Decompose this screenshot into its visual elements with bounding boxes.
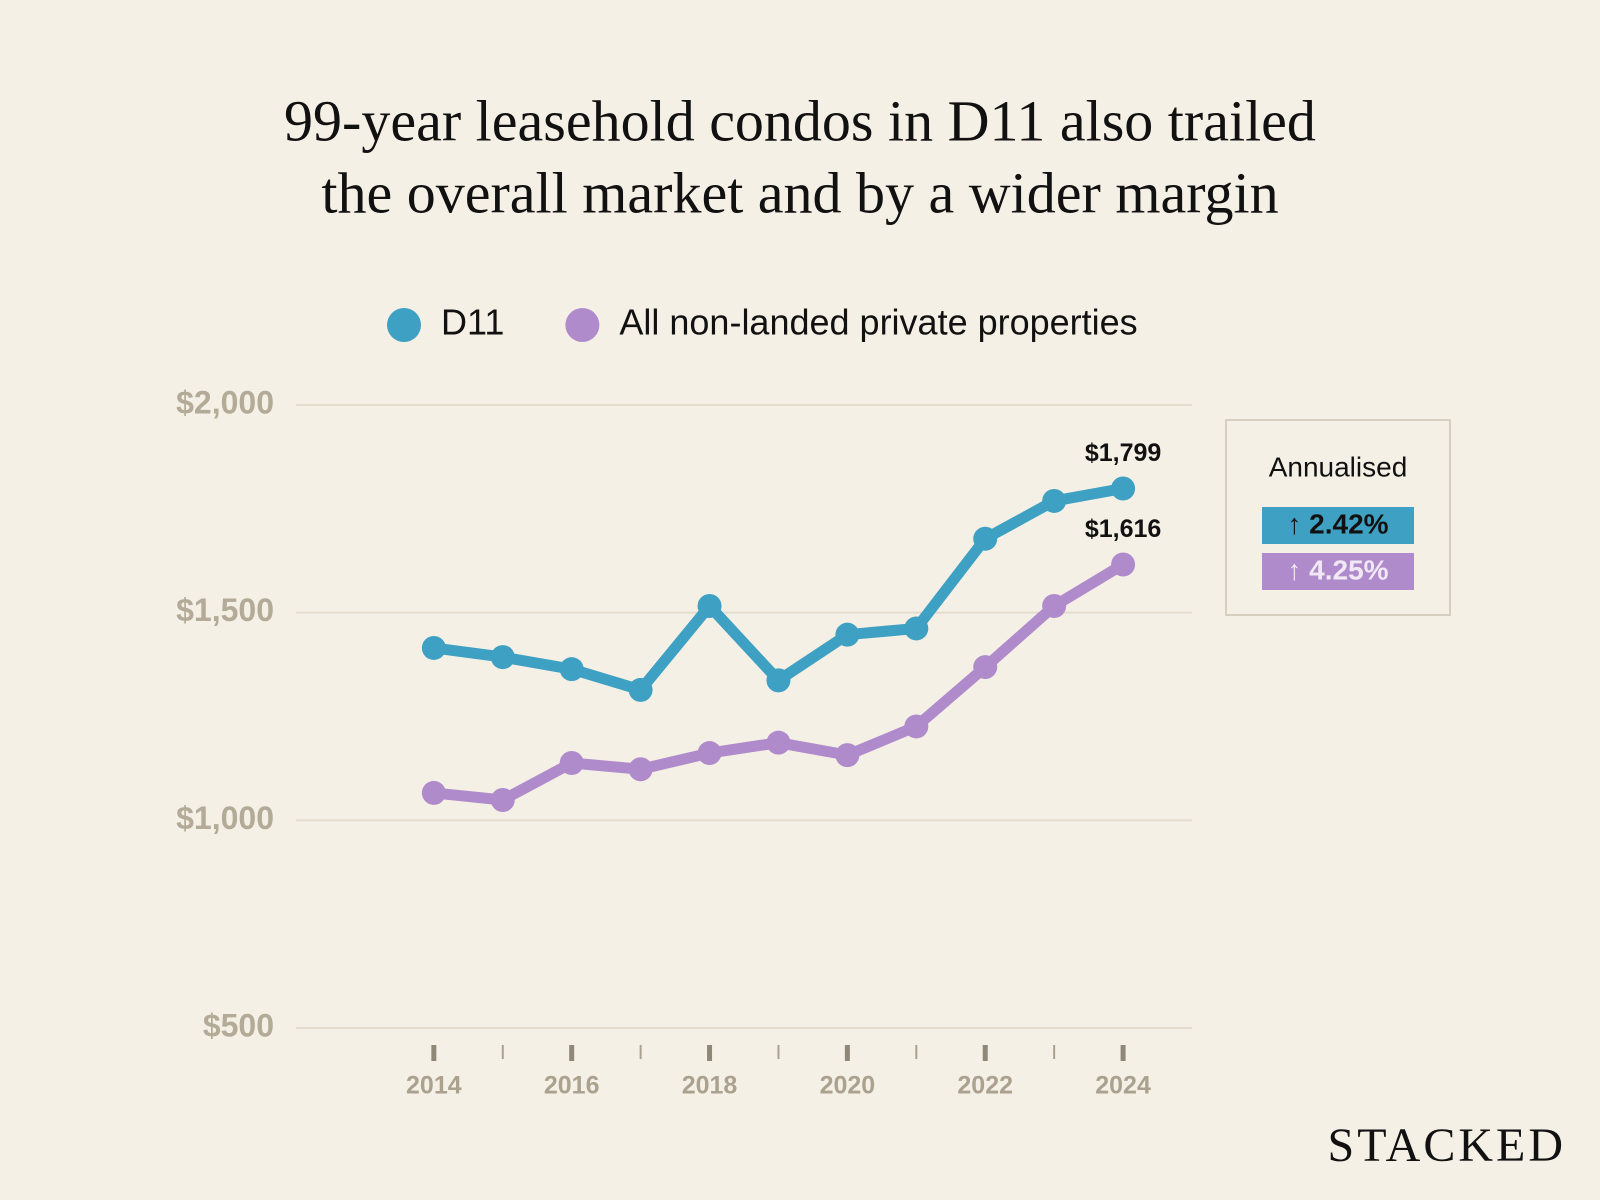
data-point: [421, 635, 446, 660]
data-point: [766, 730, 791, 755]
data-point: [490, 645, 515, 670]
annotation-value: ↑ 2.42%: [1287, 508, 1388, 539]
data-label: $1,799: [1085, 439, 1161, 467]
data-point: [697, 594, 722, 619]
data-point: [490, 787, 515, 812]
legend-label: D11: [441, 302, 504, 343]
legend-label: All non-landed private properties: [619, 302, 1137, 343]
data-point: [835, 622, 860, 647]
chart-title: the overall market and by a wider margin: [321, 160, 1278, 225]
x-tick-label: 2022: [957, 1072, 1013, 1100]
y-tick-label: $1,000: [176, 800, 274, 836]
annotation-heading: Annualised: [1269, 451, 1408, 482]
data-point: [628, 677, 653, 702]
annotation-badge: [1262, 553, 1414, 590]
legend-marker: [387, 308, 421, 342]
data-point: [421, 780, 446, 805]
data-point: [559, 751, 584, 776]
chart-title: 99-year leasehold condos in D11 also tra…: [284, 88, 1316, 153]
data-point: [1042, 594, 1067, 619]
data-point: [697, 741, 722, 766]
data-point: [904, 616, 929, 641]
x-tick-label: 2024: [1095, 1072, 1151, 1100]
data-point: [1042, 488, 1067, 513]
y-tick-label: $500: [203, 1007, 274, 1043]
data-point: [973, 526, 998, 551]
data-point: [628, 757, 653, 782]
y-tick-label: $1,500: [176, 592, 274, 628]
data-point: [559, 657, 584, 682]
x-tick-label: 2014: [406, 1072, 462, 1100]
data-point: [973, 655, 998, 680]
data-point: [1111, 552, 1136, 577]
x-tick-label: 2016: [544, 1072, 600, 1100]
annotation-box: [1225, 419, 1451, 616]
data-point: [766, 668, 791, 693]
annotation-badge: [1262, 507, 1414, 544]
data-point: [904, 714, 929, 739]
brand-logo: STACKED: [1328, 1119, 1567, 1172]
annotation-value: ↑ 4.25%: [1287, 554, 1388, 585]
y-tick-label: $2,000: [176, 384, 274, 420]
x-tick-label: 2020: [820, 1072, 876, 1100]
data-point: [835, 743, 860, 768]
legend-marker: [565, 308, 600, 342]
data-label: $1,616: [1085, 515, 1161, 543]
x-tick-label: 2018: [682, 1072, 738, 1100]
data-point: [1111, 476, 1136, 501]
